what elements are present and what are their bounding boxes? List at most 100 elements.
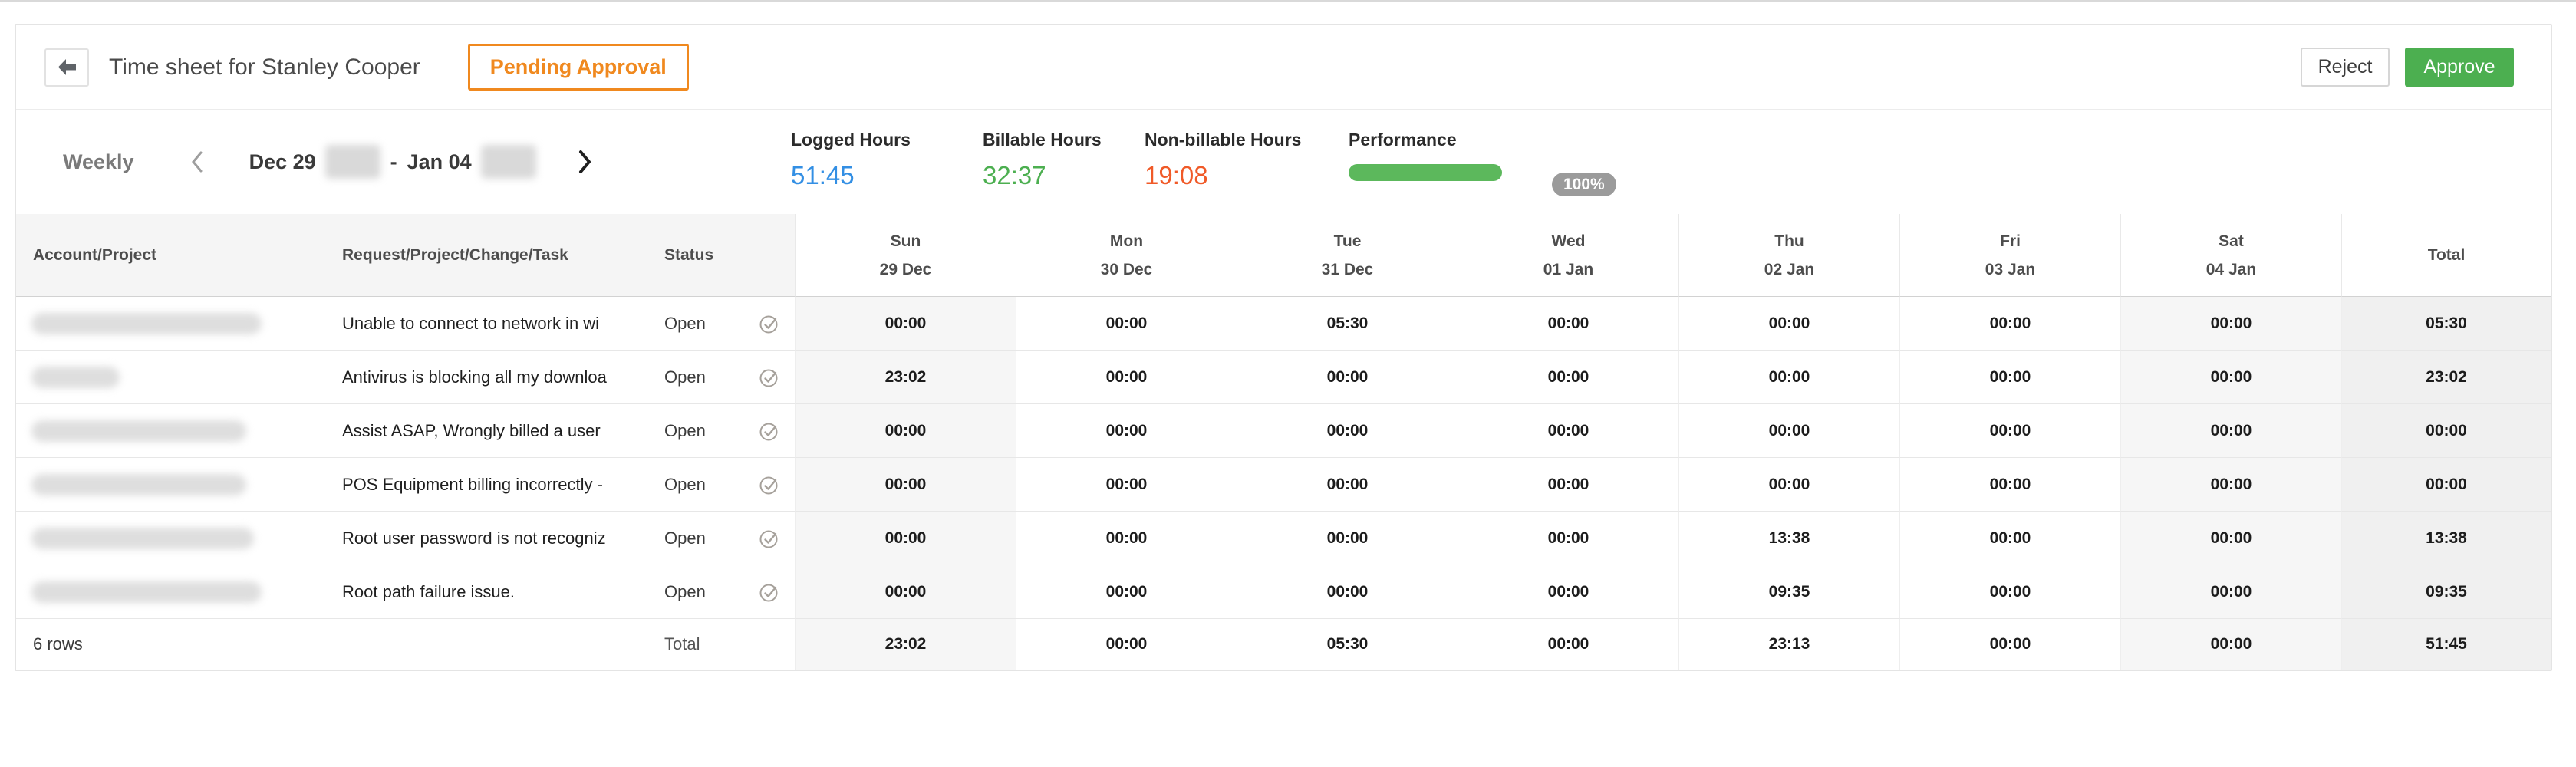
- hours-cell: 00:00: [1899, 458, 2120, 512]
- stat-value: 19:08: [1145, 161, 1208, 189]
- chevron-left-icon: [189, 150, 205, 174]
- check-circle-icon[interactable]: [758, 527, 781, 550]
- day-date: 03 Jan: [1985, 260, 2036, 278]
- status-label: Open: [664, 367, 706, 387]
- account-cell: [16, 351, 342, 404]
- hours-cell: 00:00: [1678, 404, 1899, 458]
- account-cell: [16, 404, 342, 458]
- hours-cell: 00:00: [1458, 351, 1678, 404]
- rows-count: 6 rows: [33, 634, 83, 653]
- day-name: Mon: [1109, 232, 1144, 250]
- hours-cell: 00:00: [1016, 297, 1237, 351]
- previous-week-button[interactable]: [189, 150, 205, 174]
- view-mode-weekly[interactable]: Weekly: [63, 150, 134, 173]
- check-circle-icon[interactable]: [758, 366, 781, 389]
- day-total-cell: 00:00: [2120, 619, 2341, 670]
- row-total-cell: 23:02: [2341, 351, 2551, 404]
- day-name: Wed: [1551, 232, 1586, 250]
- day-date: 30 Dec: [1100, 260, 1153, 278]
- request-cell: Unable to connect to network in wi: [342, 297, 664, 351]
- range-end-date: Jan 04: [407, 150, 472, 173]
- page-title: Time sheet for Stanley Cooper: [109, 54, 420, 80]
- status-cell: Open: [664, 351, 795, 404]
- hours-cell: 13:38: [1678, 512, 1899, 565]
- status-cell: Open: [664, 512, 795, 565]
- stat-billable-hours: Billable Hours 32:37: [983, 130, 1102, 190]
- status-label: Open: [664, 313, 706, 333]
- day-name: Thu: [1774, 232, 1804, 250]
- row-total-cell: 13:38: [2341, 512, 2551, 565]
- redacted-account: [31, 312, 262, 334]
- footer-spacer: [342, 619, 664, 670]
- check-circle-icon[interactable]: [758, 473, 781, 496]
- stat-non-billable-hours: Non-billable Hours 19:08: [1145, 130, 1301, 190]
- status-cell: Open: [664, 458, 795, 512]
- account-cell: [16, 512, 342, 565]
- back-button[interactable]: [44, 48, 89, 87]
- column-header-day: Fri 03 Jan: [1899, 214, 2120, 297]
- column-header-day: Sun 29 Dec: [795, 214, 1016, 297]
- timesheet-grid: Account/Project Request/Project/Change/Ta…: [16, 214, 2551, 670]
- column-header-status: Status: [664, 214, 795, 297]
- column-header-total: Total: [2341, 214, 2551, 297]
- column-header-day: Sat 04 Jan: [2120, 214, 2341, 297]
- hours-cell: 00:00: [1458, 565, 1678, 619]
- hours-cell: 23:02: [795, 351, 1016, 404]
- hours-cell: 00:00: [795, 297, 1016, 351]
- status-cell: Open: [664, 565, 795, 619]
- row-total-cell: 09:35: [2341, 565, 2551, 619]
- hours-cell: 00:00: [1899, 404, 2120, 458]
- page-top-divider: [0, 0, 2576, 2]
- hours-cell: 00:00: [2120, 297, 2341, 351]
- column-header-day: Thu 02 Jan: [1678, 214, 1899, 297]
- column-header-day: Mon 30 Dec: [1016, 214, 1237, 297]
- hours-cell: 00:00: [2120, 458, 2341, 512]
- hours-cell: 00:00: [795, 512, 1016, 565]
- hours-cell: 00:00: [1237, 351, 1458, 404]
- status-badge: Pending Approval: [467, 44, 689, 91]
- next-week-button[interactable]: [576, 149, 593, 175]
- stat-value: 32:37: [983, 161, 1046, 189]
- reject-button[interactable]: Reject: [2301, 48, 2390, 87]
- day-date: 02 Jan: [1764, 260, 1815, 278]
- stat-label: Non-billable Hours: [1145, 130, 1302, 150]
- request-cell: Antivirus is blocking all my downloa: [342, 351, 664, 404]
- period-nav: Weekly Dec 29 - Jan 04: [16, 110, 593, 214]
- hours-cell: 00:00: [1899, 297, 2120, 351]
- hours-cell: 00:00: [1237, 565, 1458, 619]
- day-total-cell: 23:13: [1678, 619, 1899, 670]
- request-cell: Root path failure issue.: [342, 565, 664, 619]
- check-circle-icon[interactable]: [758, 581, 781, 604]
- status-label: Open: [664, 474, 706, 494]
- performance-percent-badge: 100%: [1552, 173, 1616, 196]
- hours-cell: 00:00: [2120, 404, 2341, 458]
- column-header-day: Tue 31 Dec: [1237, 214, 1458, 297]
- hours-cell: 00:00: [1237, 458, 1458, 512]
- redacted-year: [324, 145, 380, 179]
- account-cell: [16, 297, 342, 351]
- hours-cell: 00:00: [2120, 512, 2341, 565]
- day-date: 04 Jan: [2205, 260, 2257, 278]
- hours-cell: 00:00: [1899, 351, 2120, 404]
- redacted-account: [31, 366, 120, 388]
- hours-cell: 00:00: [1458, 458, 1678, 512]
- hours-cell: 00:00: [2120, 565, 2341, 619]
- stat-logged-hours: Logged Hours 51:45: [791, 130, 911, 190]
- hours-cell: 00:00: [1016, 565, 1237, 619]
- day-name: Sun: [890, 232, 921, 250]
- performance-bar: [1349, 164, 1502, 181]
- range-start-date: Dec 29: [249, 150, 316, 173]
- check-circle-icon[interactable]: [758, 312, 781, 335]
- title-bar: Time sheet for Stanley Cooper Pending Ap…: [16, 25, 2551, 110]
- grand-total-cell: 51:45: [2341, 619, 2551, 670]
- hours-cell: 00:00: [1016, 351, 1237, 404]
- check-circle-icon[interactable]: [758, 420, 781, 443]
- column-header-account: Account/Project: [16, 214, 342, 297]
- day-total-cell: 05:30: [1237, 619, 1458, 670]
- day-name: Sat: [2219, 232, 2244, 250]
- back-arrow-icon: [57, 58, 77, 77]
- hours-cell: 00:00: [795, 458, 1016, 512]
- hours-cell: 00:00: [1237, 404, 1458, 458]
- approve-button[interactable]: Approve: [2405, 48, 2514, 87]
- stat-performance: Performance: [1349, 130, 1502, 181]
